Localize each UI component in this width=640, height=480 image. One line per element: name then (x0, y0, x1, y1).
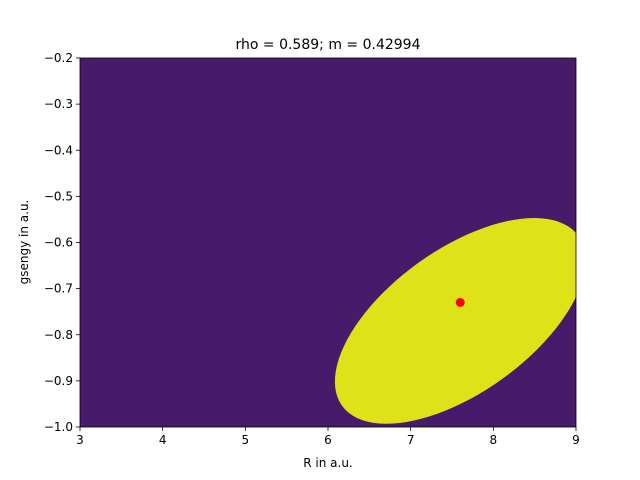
x-tick-label: 3 (76, 433, 84, 447)
y-tick-label: −0.9 (44, 374, 73, 388)
x-tick-label: 4 (159, 433, 167, 447)
y-axis: −1.0 −0.9 −0.8 −0.7 −0.6 −0.5 −0.4 −0.3 −0.2 (44, 51, 80, 434)
contour-bands (334, 218, 576, 424)
peak-marker (455, 297, 465, 307)
x-tick-label: 6 (324, 433, 332, 447)
y-tick-label: −0.2 (44, 51, 73, 65)
y-tick-label: −0.8 (44, 328, 73, 342)
y-tick-label: −0.4 (44, 143, 73, 157)
chart-title: rho = 0.589; m = 0.42994 (236, 37, 421, 53)
x-tick-label: 9 (572, 433, 580, 447)
x-tick-label: 8 (490, 433, 498, 447)
marker-layer (455, 297, 465, 307)
x-axis-label: R in a.u. (303, 456, 353, 470)
y-tick-label: −1.0 (44, 420, 73, 434)
y-tick-label: −0.3 (44, 97, 73, 111)
x-axis: 3 4 5 6 7 8 9 (76, 427, 580, 447)
x-tick-label: 5 (242, 433, 250, 447)
y-axis-label: gsengy in a.u. (17, 200, 31, 285)
y-tick-label: −0.5 (44, 189, 73, 203)
x-tick-label: 7 (407, 433, 415, 447)
y-tick-label: −0.6 (44, 236, 73, 250)
y-tick-label: −0.7 (44, 282, 73, 296)
contour-band-7 (334, 218, 576, 424)
